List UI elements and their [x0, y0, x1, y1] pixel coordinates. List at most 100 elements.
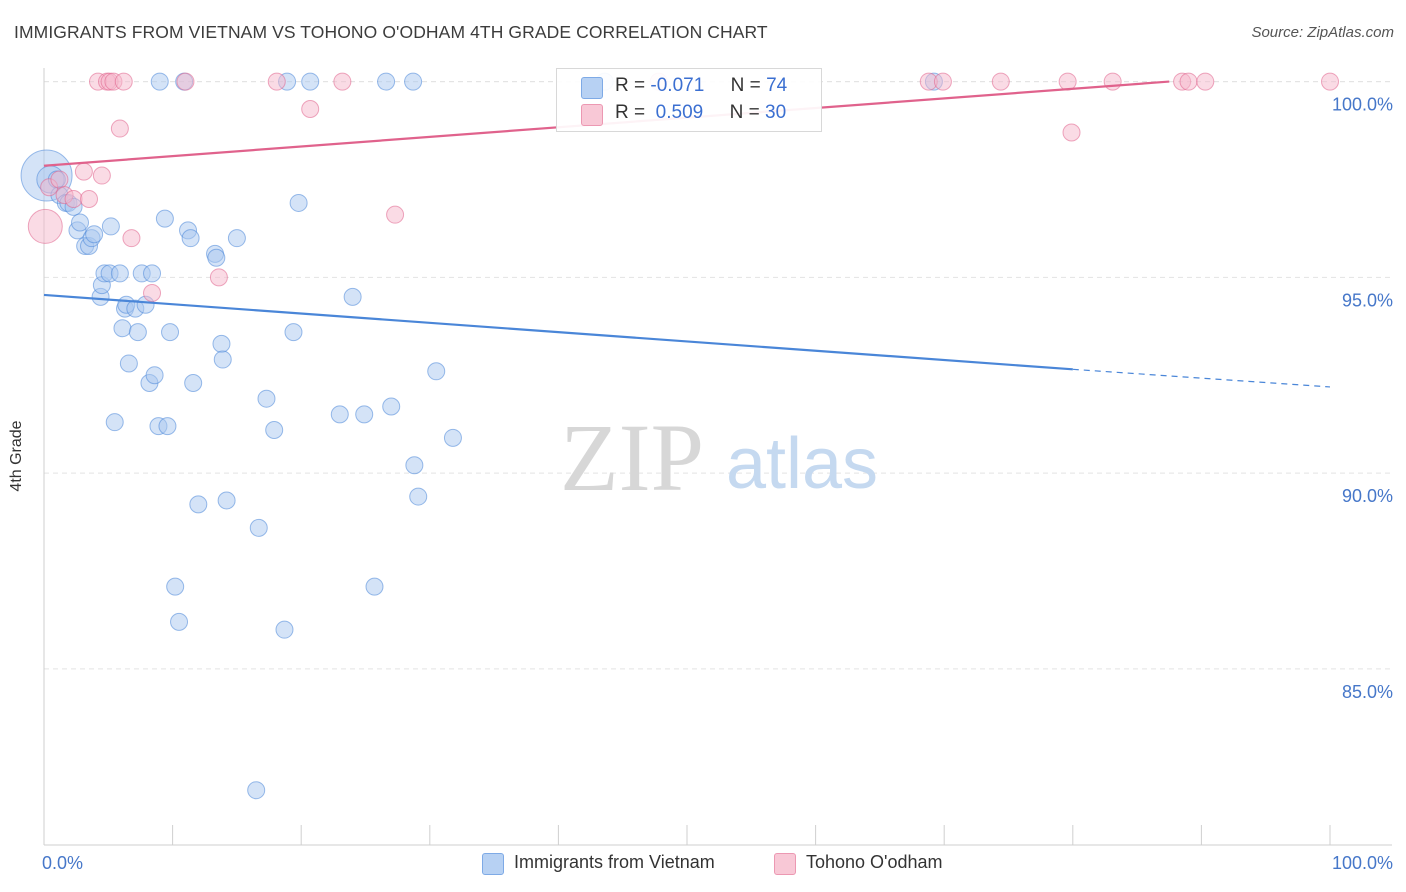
legend-label-tohono: Tohono O'odham — [806, 852, 943, 872]
legend-r-label: R = — [615, 102, 646, 123]
vietnam-point — [443, 428, 462, 447]
tohono-point — [267, 72, 286, 91]
vietnam-point — [101, 217, 120, 236]
vietnam-point — [212, 334, 231, 353]
vietnam-point — [365, 577, 384, 596]
tohono-point — [64, 190, 83, 209]
chart-title: IMMIGRANTS FROM VIETNAM VS TOHONO O'ODHA… — [14, 22, 768, 42]
tohono-point — [143, 283, 162, 302]
legend-swatch-vietnam — [482, 853, 504, 875]
vietnam-point — [189, 495, 208, 514]
vietnam-point — [284, 323, 303, 342]
source-label: Source: ZipAtlas.com — [1251, 24, 1394, 41]
vietnam-point — [113, 319, 132, 338]
vietnam-point — [227, 229, 246, 248]
tohono-point — [80, 190, 99, 209]
data-points — [20, 72, 1339, 800]
vietnam-point — [404, 72, 423, 91]
vietnam-point — [355, 405, 374, 424]
y-tick-label: 95.0% — [1342, 290, 1393, 310]
tohono-point — [386, 205, 405, 224]
tohono-point — [933, 72, 952, 91]
vietnam-trend-line-extension — [1072, 368, 1331, 388]
vietnam-point — [119, 354, 138, 373]
legend-r-label: R = — [615, 75, 646, 96]
legend-n-label: N = — [729, 102, 760, 123]
vietnam-point — [155, 209, 174, 228]
vietnam-point — [275, 620, 294, 639]
axes — [43, 68, 1392, 846]
vietnam-point — [166, 577, 185, 596]
vietnam-point — [161, 323, 180, 342]
legend-n-value: 74 — [766, 75, 788, 96]
vietnam-point — [427, 362, 446, 381]
vietnam-point — [217, 491, 236, 510]
tick-labels: 100.0% 95.0% 90.0% 85.0% 0.0% 100.0% — [42, 95, 1393, 873]
tohono-point — [1058, 72, 1077, 91]
vietnam-point — [105, 413, 124, 432]
tohono-point — [92, 166, 111, 185]
correlation-legend: R = -0.071 N = 74 R = 0.509 N = 30 — [556, 68, 822, 132]
tohono-point — [991, 72, 1010, 91]
vietnam-point — [405, 456, 424, 475]
legend-swatch-vietnam — [581, 77, 603, 99]
vietnam-point — [110, 264, 129, 283]
vietnam-point — [247, 781, 266, 800]
vietnam-point — [150, 72, 169, 91]
tohono-point — [110, 119, 129, 138]
tohono-point — [1103, 72, 1122, 91]
vietnam-point — [409, 487, 428, 506]
legend-r-value: -0.071 — [650, 75, 705, 96]
vietnam-point — [377, 72, 396, 91]
vietnam-point — [265, 421, 284, 440]
x-tick-label: 0.0% — [42, 853, 83, 873]
watermark-zip: ZIP — [560, 404, 704, 511]
vietnam-trend-line — [43, 293, 1073, 371]
y-tick-label: 85.0% — [1342, 682, 1393, 702]
vietnam-point — [257, 389, 276, 408]
tohono-point — [176, 72, 195, 91]
x-tick-label: 100.0% — [1332, 853, 1393, 873]
vietnam-point — [71, 213, 90, 232]
tohono-point — [1179, 72, 1198, 91]
vietnam-point — [181, 229, 200, 248]
vietnam-point — [213, 350, 232, 369]
legend-swatch-tohono — [581, 104, 603, 126]
y-tick-label: 100.0% — [1332, 95, 1393, 115]
legend-n-value: 30 — [765, 102, 787, 123]
tohono-point — [50, 170, 69, 189]
watermark: ZIP atlas — [560, 404, 878, 511]
y-tick-label: 90.0% — [1342, 486, 1393, 506]
tohono-point — [74, 162, 93, 181]
tohono-point — [301, 99, 320, 118]
vietnam-point — [249, 518, 268, 537]
tohono-point — [27, 208, 63, 244]
tohono-point — [1196, 72, 1215, 91]
vietnam-point — [85, 225, 104, 244]
vietnam-point — [170, 612, 189, 631]
vietnam-point — [289, 193, 308, 212]
tohono-point — [333, 72, 352, 91]
vietnam-point — [301, 72, 320, 91]
vietnam-point — [207, 248, 226, 267]
legend-label-vietnam: Immigrants from Vietnam — [514, 852, 715, 872]
tohono-point — [1062, 123, 1081, 142]
legend-r-value: 0.509 — [655, 102, 704, 123]
tohono-point — [1321, 72, 1339, 91]
vietnam-point — [330, 405, 349, 424]
tohono-point — [114, 72, 133, 91]
legend-swatch-tohono — [774, 853, 796, 875]
vietnam-point — [143, 264, 162, 283]
vietnam-point — [382, 397, 401, 416]
vietnam-point — [184, 374, 203, 393]
gridlines — [44, 81, 1392, 670]
vietnam-point — [158, 417, 177, 436]
vietnam-point — [128, 323, 147, 342]
legend-n-label: N = — [730, 75, 761, 96]
tohono-point — [209, 268, 228, 287]
vietnam-point — [145, 366, 164, 385]
vietnam-point — [343, 287, 362, 306]
tohono-point — [122, 229, 141, 248]
watermark-atlas: atlas — [726, 424, 878, 504]
